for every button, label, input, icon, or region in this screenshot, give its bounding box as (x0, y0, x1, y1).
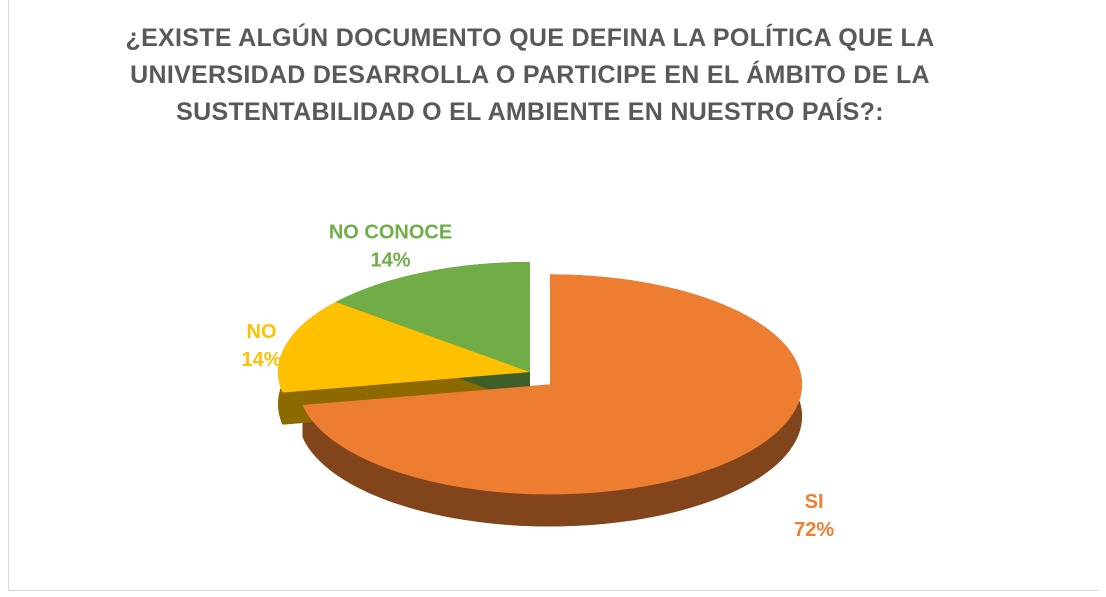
data-label-category: NO (247, 321, 277, 343)
slice (302, 274, 803, 495)
chart-title: ¿EXISTE ALGÚN DOCUMENTO QUE DEFINA LA PO… (125, 24, 935, 126)
chart-frame (8, 0, 1099, 591)
data-label-category: SI (805, 491, 824, 513)
data-label-category: NO CONOCE (329, 222, 452, 244)
data-label-value: 14% (241, 349, 281, 371)
data-label-value: 72% (794, 519, 834, 541)
data-label-value: 14% (370, 250, 410, 272)
slice (335, 262, 530, 372)
slice (278, 301, 530, 393)
